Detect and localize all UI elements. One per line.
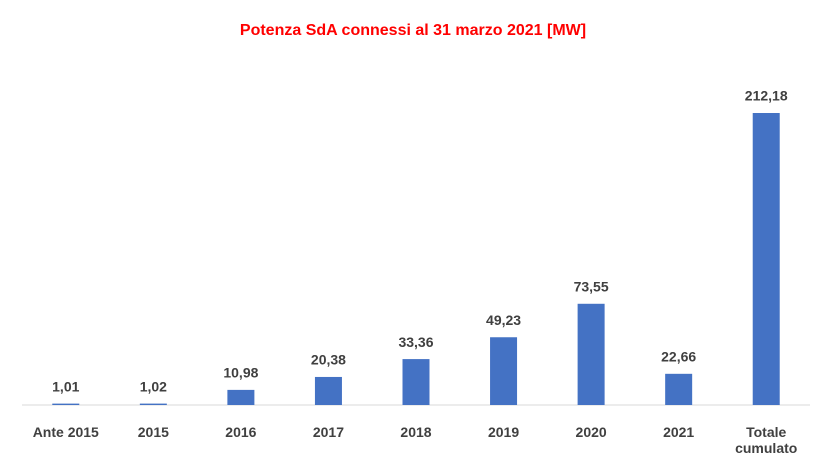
value-label: 49,23 — [486, 312, 521, 328]
value-label: 22,66 — [661, 349, 696, 365]
bar — [52, 403, 80, 405]
value-label: 1,02 — [140, 378, 167, 394]
x-tick-label: 2020 — [575, 424, 607, 440]
bar — [752, 113, 780, 405]
value-label: 33,36 — [398, 334, 433, 350]
x-tick-label: 2016 — [225, 424, 257, 440]
x-tick-label: 2018 — [400, 424, 432, 440]
chart-title: Potenza SdA connessi al 31 marzo 2021 [M… — [240, 22, 586, 39]
x-tick-label: 2015 — [137, 424, 169, 440]
bar — [139, 403, 167, 405]
value-label: 73,55 — [574, 278, 609, 294]
x-tick-label: 2019 — [487, 424, 520, 440]
value-label: 10,98 — [223, 365, 258, 381]
bar — [490, 337, 518, 405]
value-label: 212,18 — [745, 88, 788, 104]
bar — [402, 359, 430, 405]
value-label: 1,01 — [52, 378, 79, 394]
x-tick-label: 2017 — [312, 424, 345, 440]
value-label: 20,38 — [311, 352, 346, 368]
x-tick-label: Ante 2015 — [32, 424, 99, 440]
x-tick-label: Totale cumulato — [735, 424, 798, 456]
bar — [314, 376, 342, 405]
bar — [227, 389, 255, 405]
x-tick-label: 2021 — [663, 424, 695, 440]
bar — [665, 373, 693, 405]
bar — [577, 303, 605, 405]
